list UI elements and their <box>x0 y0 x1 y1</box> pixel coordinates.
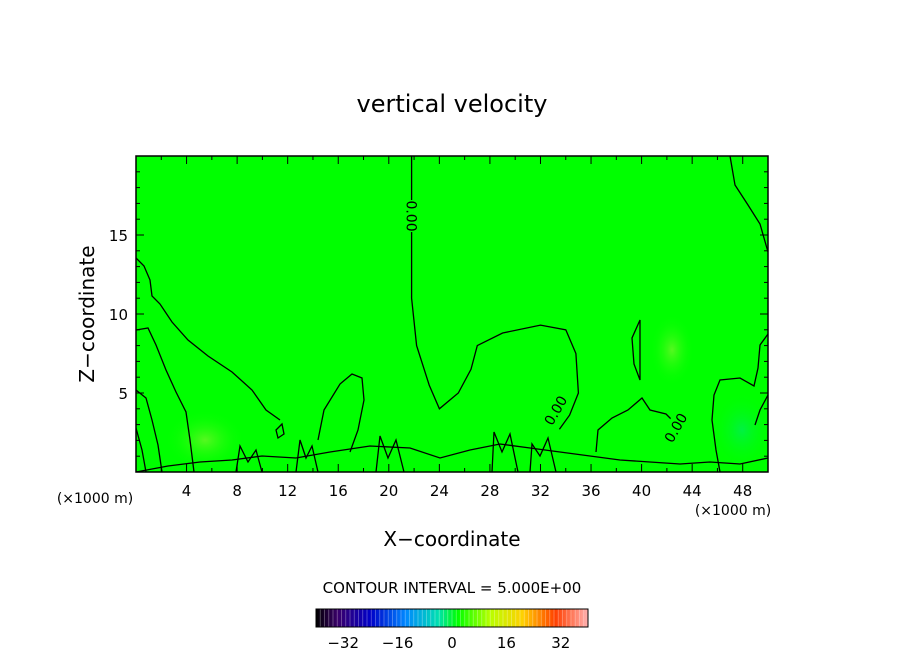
contour-line <box>136 257 281 421</box>
colorbar-tick-labels: −32 −16 0 16 32 <box>327 634 570 652</box>
contour-line <box>529 435 557 472</box>
contour-line <box>595 397 673 453</box>
contour-line <box>136 443 768 472</box>
x-tick-label: 16 <box>329 482 348 500</box>
contour-line <box>295 439 319 472</box>
y-tick-label: 15 <box>109 227 128 245</box>
colorbar-tick-label: −16 <box>382 634 414 652</box>
x-tick-label: 40 <box>632 482 651 500</box>
field-anomaly <box>650 314 694 386</box>
contour-label: 0.00 <box>403 200 419 231</box>
colorbar: −32 −16 0 16 32 <box>315 608 589 652</box>
x-tick-label: 4 <box>182 482 192 500</box>
x-tick-label: 32 <box>531 482 550 500</box>
contour-line <box>136 427 147 472</box>
y-axis-label: Z−coordinate <box>75 245 99 382</box>
contour-line <box>631 319 641 381</box>
contour-line <box>375 435 405 472</box>
zero-contour-line <box>410 156 580 430</box>
x-tick-label: 8 <box>232 482 242 500</box>
x-unit-label-left: (×1000 m) <box>57 491 133 507</box>
y-tick-label: 10 <box>109 306 128 324</box>
x-axis: 4 8 12 16 20 24 28 32 36 40 44 48 <box>136 156 768 500</box>
contour-interval-text: CONTOUR INTERVAL = 5.000E+00 <box>323 579 582 597</box>
contour-label-bg <box>659 409 692 447</box>
x-axis-label: X−coordinate <box>383 527 520 551</box>
contour-line <box>754 394 768 426</box>
contour-line <box>729 156 768 253</box>
x-tick-label: 24 <box>430 482 449 500</box>
colorbar-segments <box>319 609 585 627</box>
contour-line <box>711 333 768 472</box>
x-tick-label: 20 <box>379 482 398 500</box>
colorbar-frame <box>315 608 589 628</box>
contour-line <box>136 389 163 472</box>
colorbar-tick-label: 16 <box>497 634 516 652</box>
x-tick-label: 48 <box>733 482 752 500</box>
contour-line <box>275 422 285 440</box>
chart-title: vertical velocity <box>357 90 548 118</box>
contour-line <box>136 327 195 472</box>
x-unit-label-right: (×1000 m) <box>695 503 771 519</box>
contour-label-bg <box>402 200 421 233</box>
x-tick-label: 28 <box>480 482 499 500</box>
y-axis: 5 10 15 <box>109 171 768 457</box>
contour-label-bg <box>539 392 572 429</box>
x-tick-label: 12 <box>278 482 297 500</box>
x-tick-label: 44 <box>683 482 702 500</box>
contour-line <box>317 373 365 453</box>
colorbar-tick-label: −32 <box>327 634 359 652</box>
colorbar-gradient <box>316 609 588 627</box>
colorbar-tick-label: 0 <box>447 634 457 652</box>
contour-lines <box>136 156 768 472</box>
x-tick-label: 36 <box>581 482 600 500</box>
contour-line <box>491 431 519 472</box>
field-fill <box>136 156 768 472</box>
colorbar-tick-label: 32 <box>551 634 570 652</box>
contour-line <box>235 443 263 472</box>
plot-area: 0.000.00 0.00 <box>135 155 769 473</box>
field-anomaly <box>712 392 768 468</box>
y-tick-label: 5 <box>118 385 128 403</box>
field-anomaly <box>165 410 245 470</box>
